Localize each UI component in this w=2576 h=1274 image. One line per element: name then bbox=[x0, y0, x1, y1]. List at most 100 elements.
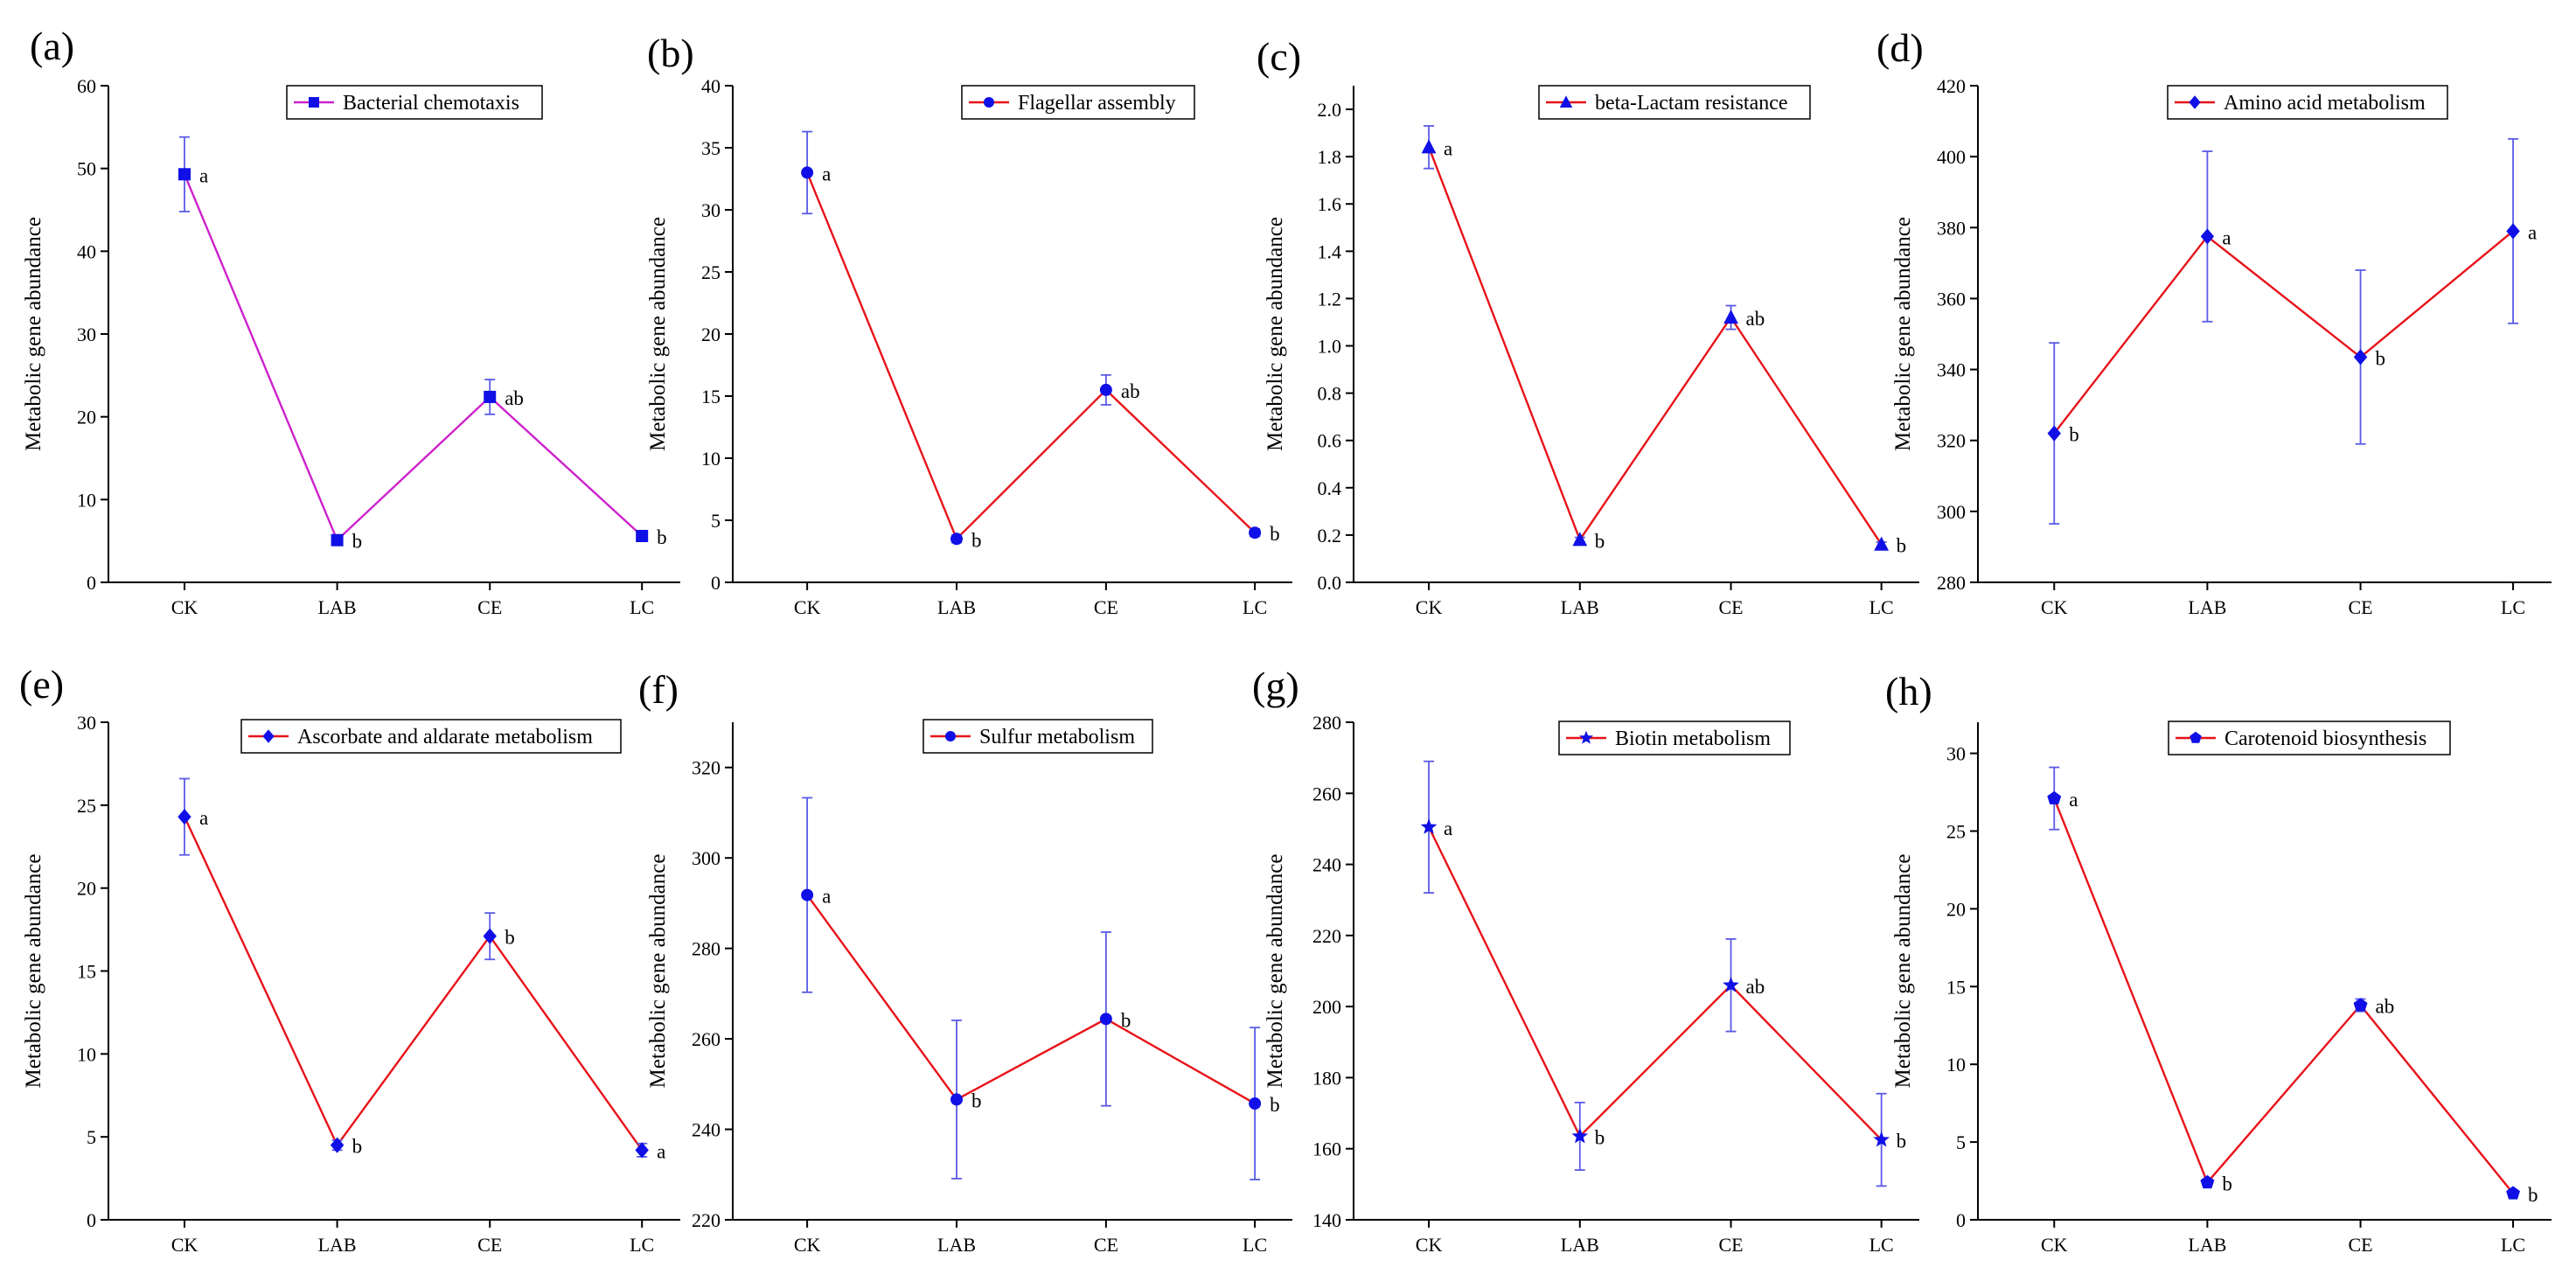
data-point bbox=[331, 533, 344, 546]
y-tick-label: 260 bbox=[692, 1028, 721, 1050]
y-tick-label: 5 bbox=[711, 510, 721, 532]
series-line bbox=[183, 173, 644, 542]
y-tick-label: 0 bbox=[1956, 1209, 1966, 1231]
y-tick-label: 320 bbox=[1937, 430, 1966, 452]
y-axis-title: Metabolic gene abundance bbox=[646, 854, 670, 1089]
y-tick-label: 1.4 bbox=[1318, 240, 1342, 262]
data-point bbox=[801, 888, 814, 902]
x-tick-label: CK bbox=[171, 1234, 198, 1256]
panel-label: (g) bbox=[1252, 664, 1299, 708]
significance-label: a bbox=[2222, 226, 2231, 248]
x-tick-label: LAB bbox=[2188, 596, 2226, 618]
series-line bbox=[183, 816, 644, 1151]
y-tick-label: 240 bbox=[1312, 854, 1341, 876]
x-tick-label: CE bbox=[1094, 596, 1118, 618]
legend-label: Ascorbate and aldarate metabolism bbox=[297, 726, 593, 748]
data-point bbox=[178, 809, 191, 825]
x-tick-label: CK bbox=[2041, 1234, 2068, 1256]
x-tick-label: CE bbox=[477, 1234, 502, 1256]
y-tick-label: 20 bbox=[1946, 898, 1966, 920]
x-tick-label: LAB bbox=[1561, 1234, 1599, 1256]
y-tick-label: 0 bbox=[87, 572, 96, 594]
x-tick-label: LC bbox=[2501, 1234, 2525, 1256]
legend-marker bbox=[945, 731, 956, 741]
data-point bbox=[2353, 998, 2368, 1012]
legend-label: beta-Lactam resistance bbox=[1595, 92, 1788, 115]
legend: Amino acid metabolism bbox=[2167, 85, 2448, 120]
y-tick-label: 20 bbox=[701, 324, 721, 345]
data-point bbox=[2200, 228, 2215, 245]
legend-label: Flagellar assembly bbox=[1018, 92, 1176, 115]
chart-panel-c: 0.0 0.2 0.4 0.6 0.8 1.0 1.2 1.4 1.6 1.8 2.0 CK LAB CE… bbox=[1257, 34, 1919, 618]
y-tick-label: 400 bbox=[1937, 146, 1966, 168]
y-tick-label: 340 bbox=[1937, 359, 1966, 381]
significance-label: b bbox=[971, 529, 982, 551]
y-tick-label: 260 bbox=[1312, 783, 1341, 804]
data-point bbox=[178, 168, 191, 181]
y-tick-label: 160 bbox=[1312, 1138, 1341, 1160]
x-tick-label: CK bbox=[1416, 596, 1443, 618]
legend: Flagellar assembly bbox=[961, 85, 1195, 120]
data-point bbox=[2506, 223, 2520, 240]
x-tick-label: CE bbox=[2348, 596, 2372, 618]
significance-label: b bbox=[1270, 523, 1280, 545]
y-tick-label: 25 bbox=[77, 795, 96, 817]
y-axis-title: Metabolic gene abundance bbox=[22, 854, 45, 1089]
y-tick-label: 10 bbox=[1946, 1054, 1966, 1076]
data-point bbox=[950, 533, 963, 546]
significance-label: b bbox=[1897, 535, 1907, 557]
x-tick-label: CK bbox=[171, 596, 198, 618]
chart-panel-b: 0 5 10 15 20 25 30 35 40 CK LAB CE LC Metabolic gene … bbox=[646, 31, 1292, 618]
y-tick-label: 300 bbox=[692, 847, 721, 869]
x-tick-label: LC bbox=[630, 1234, 654, 1256]
y-tick-label: 10 bbox=[77, 1043, 96, 1065]
data-point bbox=[1723, 309, 1738, 324]
y-tick-label: 1.6 bbox=[1318, 193, 1342, 215]
y-axis-title: Metabolic gene abundance bbox=[1264, 854, 1287, 1089]
y-tick-label: 320 bbox=[692, 757, 721, 779]
legend-label: Amino acid metabolism bbox=[2224, 92, 2426, 115]
chart-panel-d: 280 300 320 340 360 380 400 420 CK LAB CE LC Metabol… bbox=[1876, 25, 2552, 618]
y-tick-label: 200 bbox=[1312, 996, 1341, 1018]
data-point bbox=[1099, 383, 1112, 396]
significance-label: b bbox=[1121, 1009, 1131, 1031]
data-point bbox=[1421, 139, 1437, 154]
y-tick-label: 180 bbox=[1312, 1067, 1341, 1089]
significance-label: a bbox=[657, 1140, 665, 1162]
y-tick-label: 140 bbox=[1312, 1209, 1341, 1231]
legend-label: Biotin metabolism bbox=[1615, 728, 1771, 750]
y-tick-label: 10 bbox=[701, 448, 721, 470]
legend: Sulfur metabolism bbox=[922, 719, 1153, 754]
significance-label: b bbox=[2528, 1184, 2538, 1206]
significance-label: ab bbox=[1746, 308, 1765, 330]
data-point bbox=[2047, 425, 2061, 442]
data-point bbox=[1571, 1127, 1589, 1144]
x-tick-label: CK bbox=[794, 1234, 821, 1256]
y-tick-label: 10 bbox=[77, 489, 96, 511]
data-point bbox=[483, 928, 497, 944]
legend-label: Bacterial chemotaxis bbox=[343, 92, 519, 115]
chart-panel-e: 0 5 10 15 20 25 30 CK LAB CE LC Metabolic gene abun… bbox=[19, 662, 680, 1256]
significance-label: b bbox=[1595, 1126, 1605, 1148]
significance-label: ab bbox=[1746, 976, 1765, 998]
y-tick-label: 1.8 bbox=[1318, 146, 1342, 168]
legend-marker bbox=[984, 97, 994, 108]
series-line bbox=[806, 894, 1256, 1105]
y-tick-label: 1.2 bbox=[1318, 288, 1342, 310]
significance-label: ab bbox=[505, 387, 524, 409]
x-tick-label: LC bbox=[1243, 596, 1267, 618]
y-tick-label: 20 bbox=[77, 878, 96, 900]
y-tick-label: 300 bbox=[1937, 501, 1966, 523]
significance-label: a bbox=[199, 807, 208, 829]
y-tick-label: 25 bbox=[1946, 820, 1966, 842]
significance-label: b bbox=[971, 1090, 982, 1111]
panel-label: (a) bbox=[30, 24, 74, 68]
significance-label: a bbox=[822, 163, 831, 184]
x-tick-label: CE bbox=[477, 596, 502, 618]
y-tick-label: 30 bbox=[77, 712, 96, 734]
panel-label: (f) bbox=[638, 667, 679, 712]
legend-marker bbox=[1559, 95, 1573, 108]
y-tick-label: 15 bbox=[77, 961, 96, 983]
x-tick-label: CK bbox=[1416, 1234, 1443, 1256]
